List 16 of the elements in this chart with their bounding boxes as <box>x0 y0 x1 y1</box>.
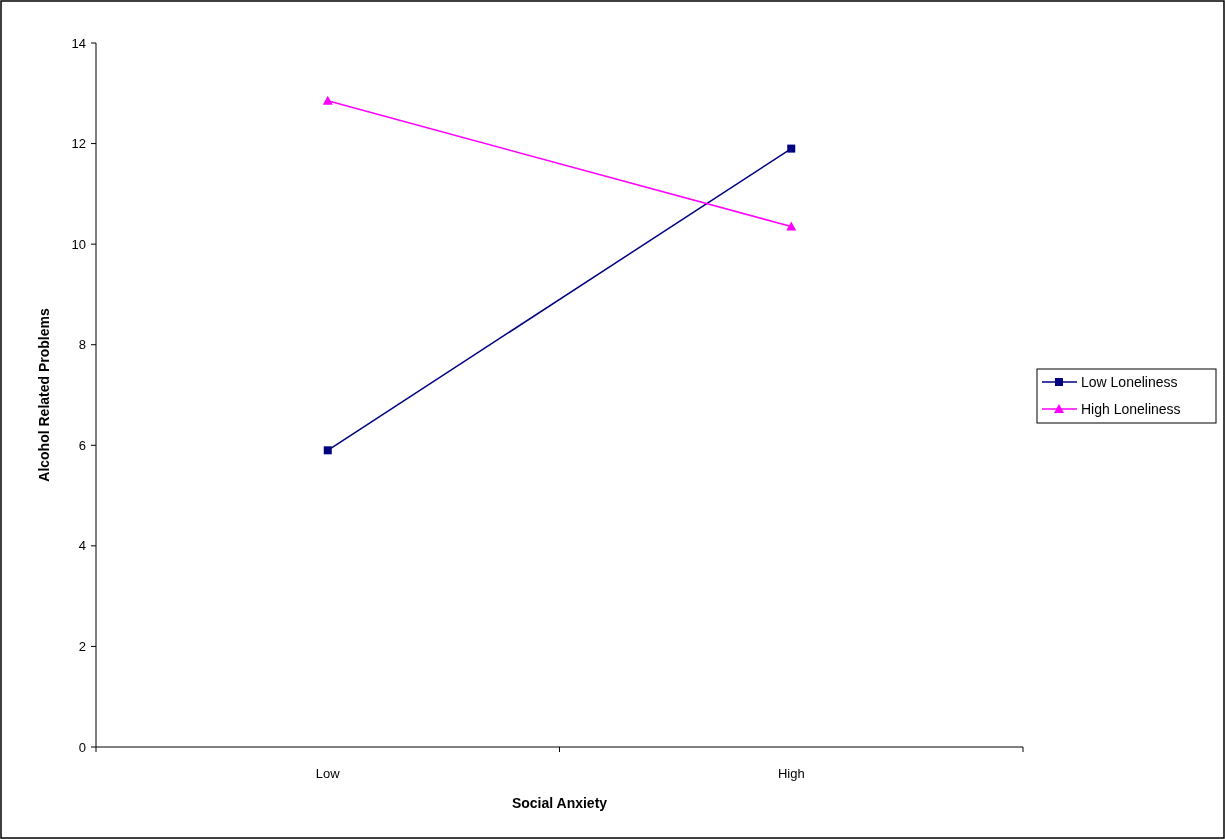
y-tick-label: 12 <box>71 136 86 152</box>
y-tick-label: 2 <box>78 638 86 654</box>
y-tick-label: 10 <box>71 236 86 252</box>
legend-label: High Loneliness <box>1081 400 1181 417</box>
point <box>323 446 332 455</box>
point <box>787 144 796 153</box>
x-tick-label: High <box>777 766 805 781</box>
y-axis-title: Alcohol Related Problems <box>36 308 52 482</box>
y-tick-label: 14 <box>71 35 86 51</box>
y-tick-label: 4 <box>78 538 86 554</box>
x-axis-title: Social Anxiety <box>511 795 608 811</box>
y-tick-label: 6 <box>78 437 86 453</box>
y-tick-label: 0 <box>78 739 86 755</box>
legend-label: Low Loneliness <box>1081 373 1178 390</box>
y-tick-label: 8 <box>78 337 86 353</box>
x-tick-label: Low <box>315 766 341 781</box>
